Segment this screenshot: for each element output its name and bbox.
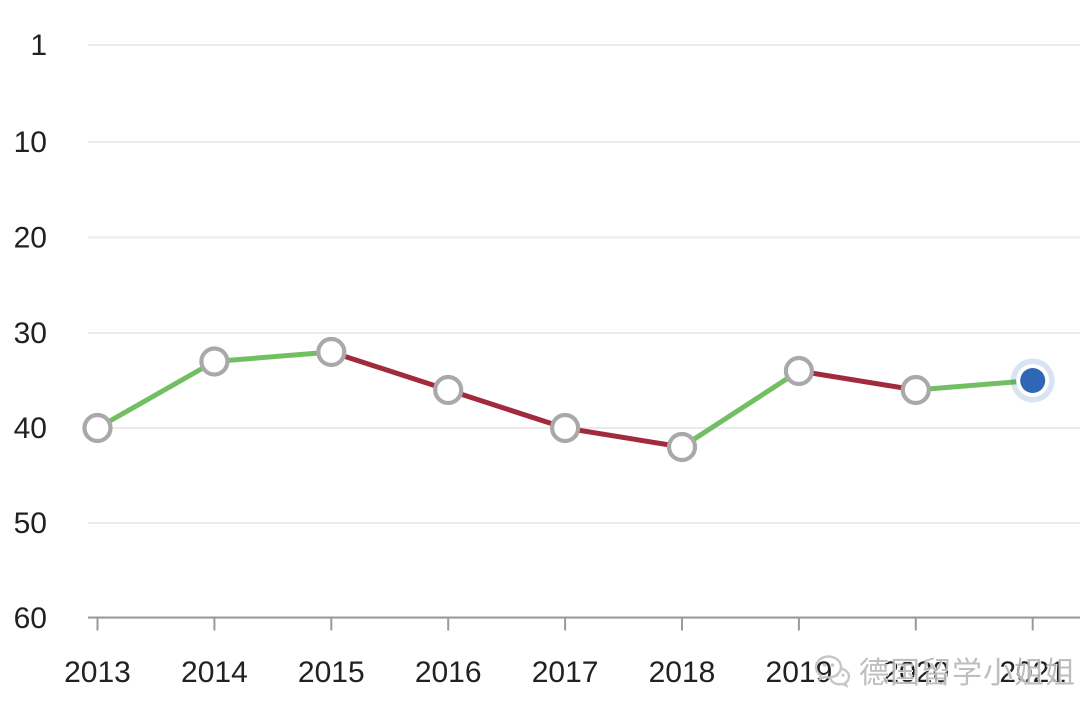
y-axis-label-50: 50 (14, 507, 47, 540)
data-point-2018[interactable] (666, 431, 698, 463)
x-axis-label-2014: 2014 (181, 656, 248, 689)
y-axis-label-30: 30 (14, 317, 47, 350)
data-point-2017[interactable] (549, 412, 581, 444)
data-point-2021-current[interactable] (1020, 368, 1046, 393)
x-axis-label-2017: 2017 (532, 656, 599, 689)
data-point-2019[interactable] (783, 355, 815, 387)
trend-segment-2017-2018 (562, 425, 685, 450)
x-axis-label-2015: 2015 (298, 656, 365, 689)
trend-segment-2013-2014 (95, 359, 217, 431)
y-axis-label-1: 1 (30, 29, 47, 62)
y-axis-label-60: 60 (14, 602, 47, 635)
data-point-2016[interactable] (433, 374, 464, 406)
data-point-2015[interactable] (316, 336, 347, 368)
data-point-2014[interactable] (199, 346, 230, 377)
data-point-2013[interactable] (82, 412, 113, 444)
trend-segment-2018-2019 (679, 368, 802, 450)
trend-segment-2014-2015 (211, 349, 334, 364)
y-axis-label-40: 40 (14, 412, 47, 445)
y-axis-label-10: 10 (14, 126, 47, 159)
data-point-2020[interactable] (900, 374, 931, 406)
x-axis-label-2018: 2018 (649, 656, 716, 689)
x-axis-label-2016: 2016 (415, 656, 482, 689)
x-axis-label-2013: 2013 (64, 656, 131, 689)
trend-segment-2019-2020 (796, 368, 919, 393)
y-axis-label-20: 20 (14, 222, 47, 255)
trend-segment-2020-2021 (913, 378, 1036, 393)
trend-segment-2015-2016 (328, 349, 451, 393)
x-axis-label-2019: 2019 (766, 656, 833, 689)
trend-segment-2016-2017 (445, 387, 568, 431)
x-axis-label-2021: 2021 (999, 656, 1066, 689)
x-axis-label-2020: 2020 (882, 656, 949, 689)
